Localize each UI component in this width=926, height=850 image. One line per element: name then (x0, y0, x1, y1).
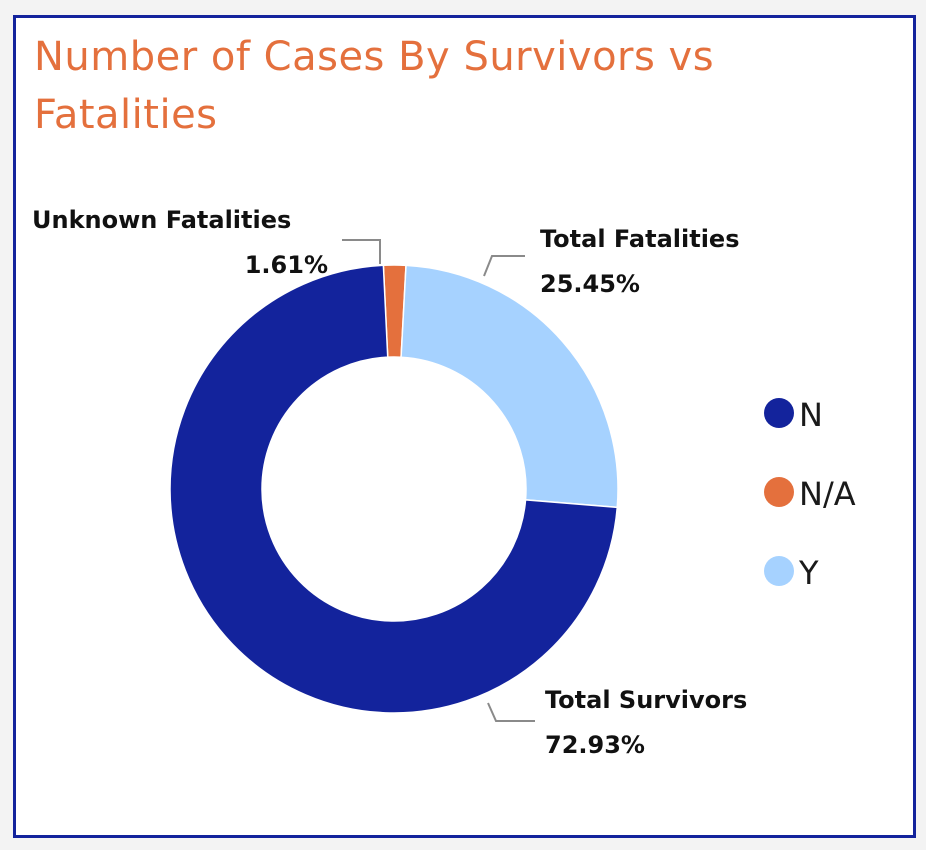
legend: N N/A Y (764, 396, 856, 592)
label-percent-N/A: 1.61% (245, 251, 328, 279)
legend-dot-N/A (764, 477, 794, 507)
leader-line-N (487, 702, 535, 722)
legend-dot-N (764, 398, 794, 428)
donut-slice-Y[interactable] (400, 264, 619, 509)
data-labels: Unknown Fatalities 1.61% Total Fatalitie… (32, 206, 747, 759)
leader-line-Y (483, 255, 525, 277)
chart-title: Number of Cases By Survivors vs Fataliti… (34, 34, 715, 138)
label-percent-Y: 25.45% (540, 270, 640, 298)
legend-dot-Y (764, 556, 794, 586)
label-name-Y: Total Fatalities (540, 225, 740, 253)
legend-label-Y: Y (798, 554, 819, 592)
donut-slice-N[interactable] (169, 264, 619, 714)
leader-lines (342, 239, 535, 722)
leader-line-N/A (342, 239, 381, 264)
label-name-N: Total Survivors (545, 686, 747, 714)
legend-label-N/A: N/A (799, 475, 856, 513)
donut-slices (169, 264, 619, 714)
label-percent-N: 72.93% (545, 731, 645, 759)
legend-label-N: N (799, 396, 823, 434)
label-name-N/A: Unknown Fatalities (32, 206, 291, 234)
